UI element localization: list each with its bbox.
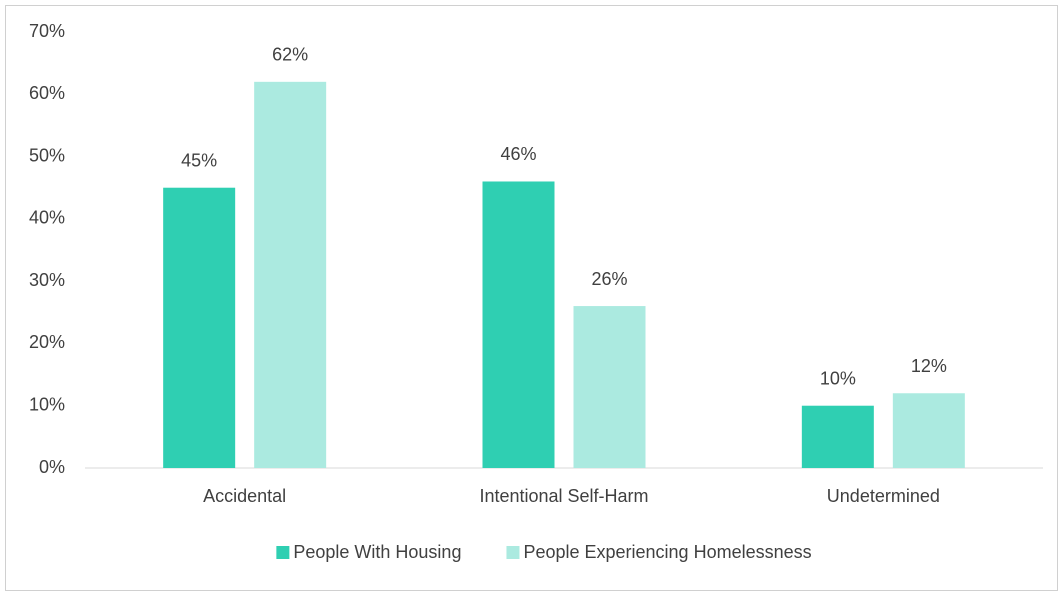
data-label: 12%	[911, 356, 947, 376]
legend-swatch	[506, 546, 520, 559]
data-label: 45%	[181, 150, 217, 170]
bar	[573, 306, 646, 468]
bar	[254, 81, 327, 468]
data-label: 46%	[500, 144, 536, 164]
y-tick-label: 30%	[29, 270, 65, 290]
legend-swatch	[276, 546, 290, 559]
y-tick-label: 50%	[29, 145, 65, 165]
data-label: 10%	[820, 368, 856, 388]
x-tick-label: Undetermined	[827, 486, 940, 506]
bar	[482, 181, 555, 468]
x-tick-label: Accidental	[203, 486, 286, 506]
bar	[892, 393, 965, 468]
data-label: 26%	[591, 269, 627, 289]
y-tick-label: 0%	[39, 457, 65, 477]
y-tick-label: 70%	[29, 21, 65, 41]
bar	[801, 405, 874, 468]
y-tick-label: 10%	[29, 394, 65, 414]
legend-label: People With Housing	[293, 542, 461, 562]
y-tick-label: 40%	[29, 208, 65, 228]
y-tick-label: 60%	[29, 83, 65, 103]
x-tick-label: Intentional Self-Harm	[479, 486, 648, 506]
legend-label: People Experiencing Homelessness	[523, 542, 811, 562]
y-tick-label: 20%	[29, 332, 65, 352]
bar	[163, 187, 236, 468]
data-label: 62%	[272, 45, 308, 65]
